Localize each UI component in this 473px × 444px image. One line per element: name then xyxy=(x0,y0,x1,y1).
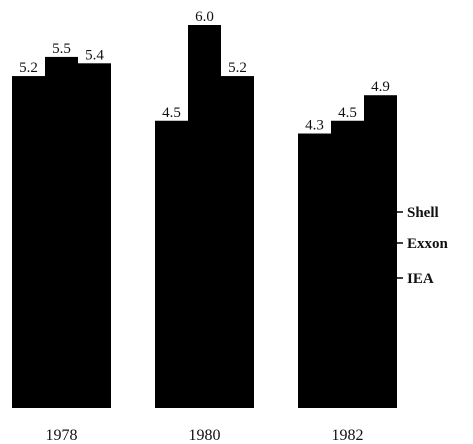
value-label: 5.2 xyxy=(228,60,247,76)
bar xyxy=(221,76,254,409)
bar xyxy=(45,56,78,409)
bar xyxy=(364,95,397,408)
value-label: 4.5 xyxy=(162,105,181,121)
bar xyxy=(78,63,111,409)
value-label: 4.3 xyxy=(305,118,324,134)
value-label: 5.5 xyxy=(52,41,71,57)
bar xyxy=(331,120,364,408)
bar xyxy=(298,133,331,408)
bar xyxy=(188,25,221,408)
x-tick-label: 1982 xyxy=(332,427,364,444)
value-label: 4.9 xyxy=(371,79,390,95)
legend-label: Shell xyxy=(407,205,439,221)
value-label: 5.2 xyxy=(19,60,38,76)
bar xyxy=(12,76,45,409)
value-label: 4.5 xyxy=(338,105,357,121)
bar xyxy=(155,120,188,408)
x-tick-label: 1980 xyxy=(189,427,221,444)
value-label: 6.0 xyxy=(195,9,214,25)
legend-label: Exxon xyxy=(407,236,449,252)
value-label: 5.4 xyxy=(85,47,104,63)
x-tick-label: 1978 xyxy=(46,427,78,444)
legend-label: IEA xyxy=(407,271,434,287)
